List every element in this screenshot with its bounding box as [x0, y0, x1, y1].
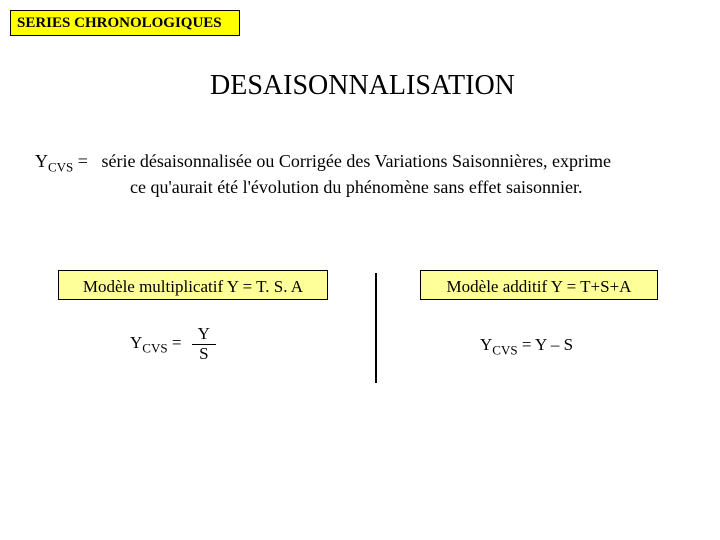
slide-title: DESAISONNALISATION — [210, 70, 515, 102]
formula-add-lhs-sub: CVS — [492, 342, 517, 357]
model-multiplicative-box: Modèle multiplicatif Y = T. S. A — [58, 270, 328, 300]
vertical-divider — [375, 273, 377, 383]
definition-line2: ce qu'aurait été l'évolution du phénomèn… — [130, 177, 583, 197]
formula-mult-equals: = — [168, 333, 186, 352]
definition-subscript: CVS — [48, 160, 73, 175]
formula-multiplicative: YCVS = Y S — [130, 325, 216, 363]
formula-add-lhs-main: Y — [480, 335, 492, 354]
fraction-denominator: S — [192, 345, 216, 364]
definition-block: YCVS = série désaisonnalisée ou Corrigée… — [35, 150, 611, 200]
formula-mult-lhs-sub: CVS — [142, 340, 167, 355]
definition-symbol: Y — [35, 151, 48, 171]
model-additive-box: Modèle additif Y = T+S+A — [420, 270, 658, 300]
slide: SERIES CHRONOLOGIQUES DESAISONNALISATION… — [0, 0, 720, 540]
fraction: Y S — [192, 325, 216, 363]
definition-line1: série désaisonnalisée ou Corrigée des Va… — [101, 151, 611, 171]
fraction-numerator: Y — [192, 325, 216, 345]
formula-additive: YCVS = Y – S — [480, 335, 573, 358]
formula-mult-lhs-main: Y — [130, 333, 142, 352]
formula-add-rhs: = Y – S — [518, 335, 574, 354]
header-box: SERIES CHRONOLOGIQUES — [10, 10, 240, 36]
definition-equals: = — [73, 151, 92, 171]
